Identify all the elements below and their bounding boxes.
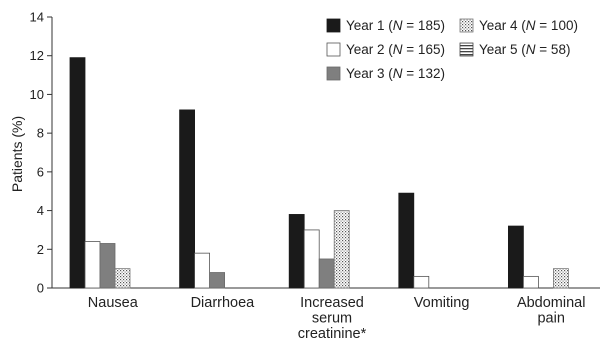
- legend-swatch: [459, 18, 474, 33]
- bar-year-1-diarrhoea: [179, 109, 196, 289]
- legend-entry: Year 1 (N = 185): [346, 18, 445, 33]
- y-tick-label: 10: [30, 87, 44, 102]
- bars: [69, 57, 569, 289]
- bar-year-3-increased-serum-creatinine: [318, 258, 335, 289]
- bar-year-2-vomiting: [413, 275, 430, 289]
- bar-year-1-abdominal-pain: [507, 225, 524, 289]
- y-tick-label: 6: [37, 164, 44, 179]
- bar-year-3-nausea: [99, 243, 116, 289]
- bar-year-1-vomiting: [398, 192, 415, 289]
- x-category-label: Nausea: [88, 295, 139, 311]
- bar-year-2-increased-serum-creatinine: [303, 229, 320, 289]
- y-tick-label: 12: [30, 48, 44, 63]
- legend-entry: Year 4 (N = 100): [479, 18, 578, 33]
- y-tick-label: 2: [37, 242, 44, 257]
- legend-swatch: [459, 42, 474, 57]
- x-category-label: Increased serum creatinine*: [298, 295, 367, 340]
- bar-year-4-increased-serum-creatinine: [333, 210, 350, 289]
- x-category-label: Abdominal pain: [517, 295, 586, 327]
- bar-year-4-nausea: [114, 268, 131, 289]
- y-axis: 0 2 4 6 8 10 12 14: [30, 10, 53, 296]
- legend-swatch: [326, 42, 341, 57]
- y-tick-label: 8: [37, 126, 44, 141]
- legend-swatch: [326, 66, 341, 81]
- legend-entry: Year 3 (N = 132): [346, 66, 445, 81]
- bar-year-2-nausea: [84, 241, 101, 289]
- y-tick-label: 0: [37, 281, 44, 296]
- bar-year-3-diarrhoea: [209, 272, 226, 289]
- bar-year-4-abdominal-pain: [553, 268, 569, 289]
- y-axis-title: Patients (%): [9, 116, 25, 192]
- legend-entry: Year 5 (N = 58): [479, 42, 570, 57]
- legend-swatch: [326, 18, 341, 33]
- x-category-label: Vomiting: [414, 295, 470, 311]
- bar-year-1-increased-serum-creatinine: [288, 214, 305, 289]
- legend-entry: Year 2 (N = 165): [346, 42, 445, 57]
- bar-year-1-nausea: [69, 57, 86, 289]
- x-category-label: Diarrhoea: [191, 295, 256, 311]
- y-tick-label: 14: [30, 10, 44, 25]
- bar-year-2-abdominal-pain: [523, 275, 539, 289]
- bar-year-2-diarrhoea: [194, 252, 211, 289]
- y-tick-label: 4: [37, 203, 44, 218]
- category-labels: Nausea Diarrhoea Increased serum creatinine*…: [88, 295, 586, 340]
- legend: Year 1 (N = 185) Year 2 (N = 165) Year 3 (…: [326, 18, 578, 81]
